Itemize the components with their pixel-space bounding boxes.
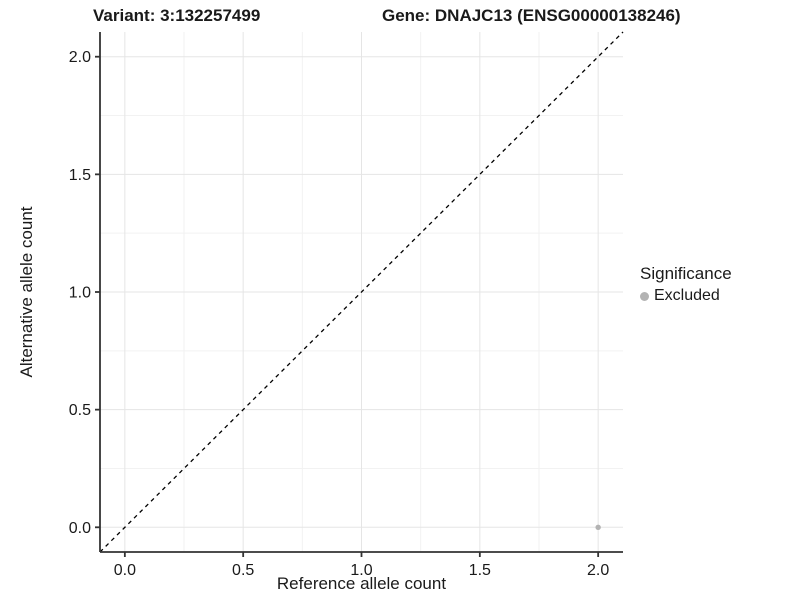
y-tick-label: 1.0: [69, 285, 91, 302]
x-tick-label: 0.5: [232, 562, 254, 576]
legend: Significance Excluded: [640, 264, 732, 305]
plot-title-variant: Variant: 3:132257499: [93, 6, 261, 25]
legend-title: Significance: [640, 264, 732, 283]
y-tick-label: 0.5: [69, 402, 91, 419]
data-point: [595, 524, 601, 530]
x-tick-label: 0.0: [114, 562, 136, 576]
x-tick-label: 1.5: [469, 562, 491, 576]
y-tick-label: 0.0: [69, 520, 91, 537]
y-axis-title: Alternative allele count: [17, 206, 36, 378]
excluded-circle-icon: [640, 291, 649, 301]
x-tick-label: 1.0: [350, 562, 372, 576]
x-tick-label: 2.0: [587, 562, 609, 576]
plot-panel: 0.0 0.5 1.0 1.5 2.0 0.0 0.5 1.0 1.5 2.0: [69, 31, 624, 576]
identity-reference-line: [99, 31, 624, 553]
x-axis-title: Reference allele count: [276, 574, 447, 593]
legend-item-excluded: Excluded: [640, 287, 732, 305]
legend-item-label: Excluded: [654, 287, 720, 304]
plot-title-gene: Gene: DNAJC13 (ENSG00000138246): [382, 6, 681, 25]
y-tick-label: 1.5: [69, 167, 91, 184]
y-tick-label: 2.0: [69, 49, 91, 66]
